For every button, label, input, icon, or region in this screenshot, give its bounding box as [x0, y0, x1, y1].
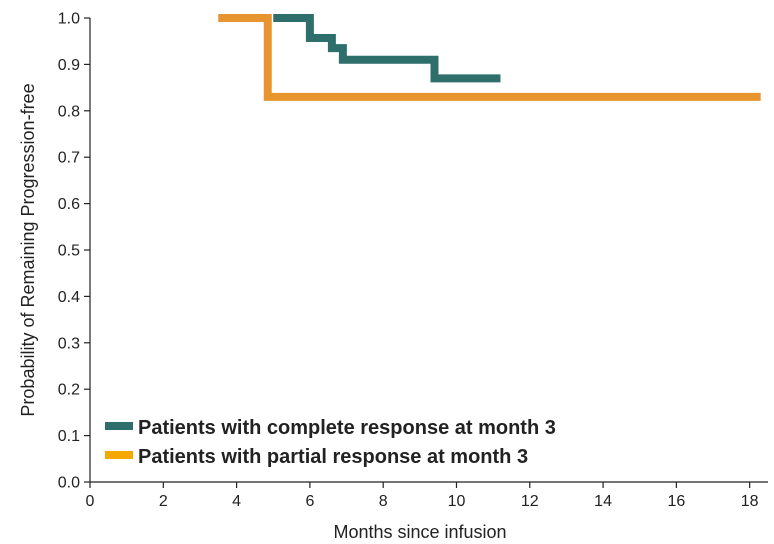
- y-axis-label: Probability of Remaining Progression-fre…: [18, 83, 38, 416]
- x-tick-label: 2: [159, 493, 168, 510]
- x-tick-label: 14: [594, 493, 612, 510]
- legend: Patients with complete response at month…: [105, 417, 556, 468]
- x-tick-label: 4: [232, 493, 241, 510]
- tick-labels: 0.0 0.1 0.2 0.3 0.4 0.5 0.6 0.7 0.8 0.9 1.0 0 2 4 6 8 10…: [58, 11, 759, 511]
- y-tick-label: 0.1: [58, 428, 80, 445]
- y-tick-label: 0.2: [58, 382, 80, 399]
- x-tick-label: 0: [86, 493, 95, 510]
- y-tick-label: 0.0: [58, 475, 80, 492]
- series-lines: [218, 14, 761, 101]
- series-line-partial-response: [218, 14, 761, 101]
- y-tick-label: 0.4: [58, 289, 80, 306]
- x-tick-label: 8: [379, 493, 388, 510]
- y-tick-label: 0.8: [58, 103, 80, 120]
- y-tick-label: 0.9: [58, 57, 80, 74]
- axes: [84, 17, 768, 488]
- legend-label-complete-response: Patients with complete response at month…: [138, 417, 556, 439]
- x-tick-label: 16: [667, 493, 685, 510]
- x-tick-label: 12: [521, 493, 539, 510]
- x-tick-label: 10: [448, 493, 466, 510]
- x-axis-label: Months since infusion: [333, 522, 506, 542]
- legend-swatch-partial-response: [105, 451, 133, 459]
- y-tick-label: 0.6: [58, 196, 80, 213]
- y-tick-label: 0.3: [58, 335, 80, 352]
- legend-label-partial-response: Patients with partial response at month …: [138, 446, 528, 468]
- y-tick-label: 1.0: [58, 11, 80, 28]
- series-line-complete-response: [273, 14, 501, 83]
- y-tick-label: 0.7: [58, 150, 80, 167]
- x-tick-label: 6: [305, 493, 314, 510]
- x-tick-label: 18: [741, 493, 759, 510]
- y-tick-label: 0.5: [58, 243, 80, 260]
- legend-swatch-complete-response: [105, 422, 133, 430]
